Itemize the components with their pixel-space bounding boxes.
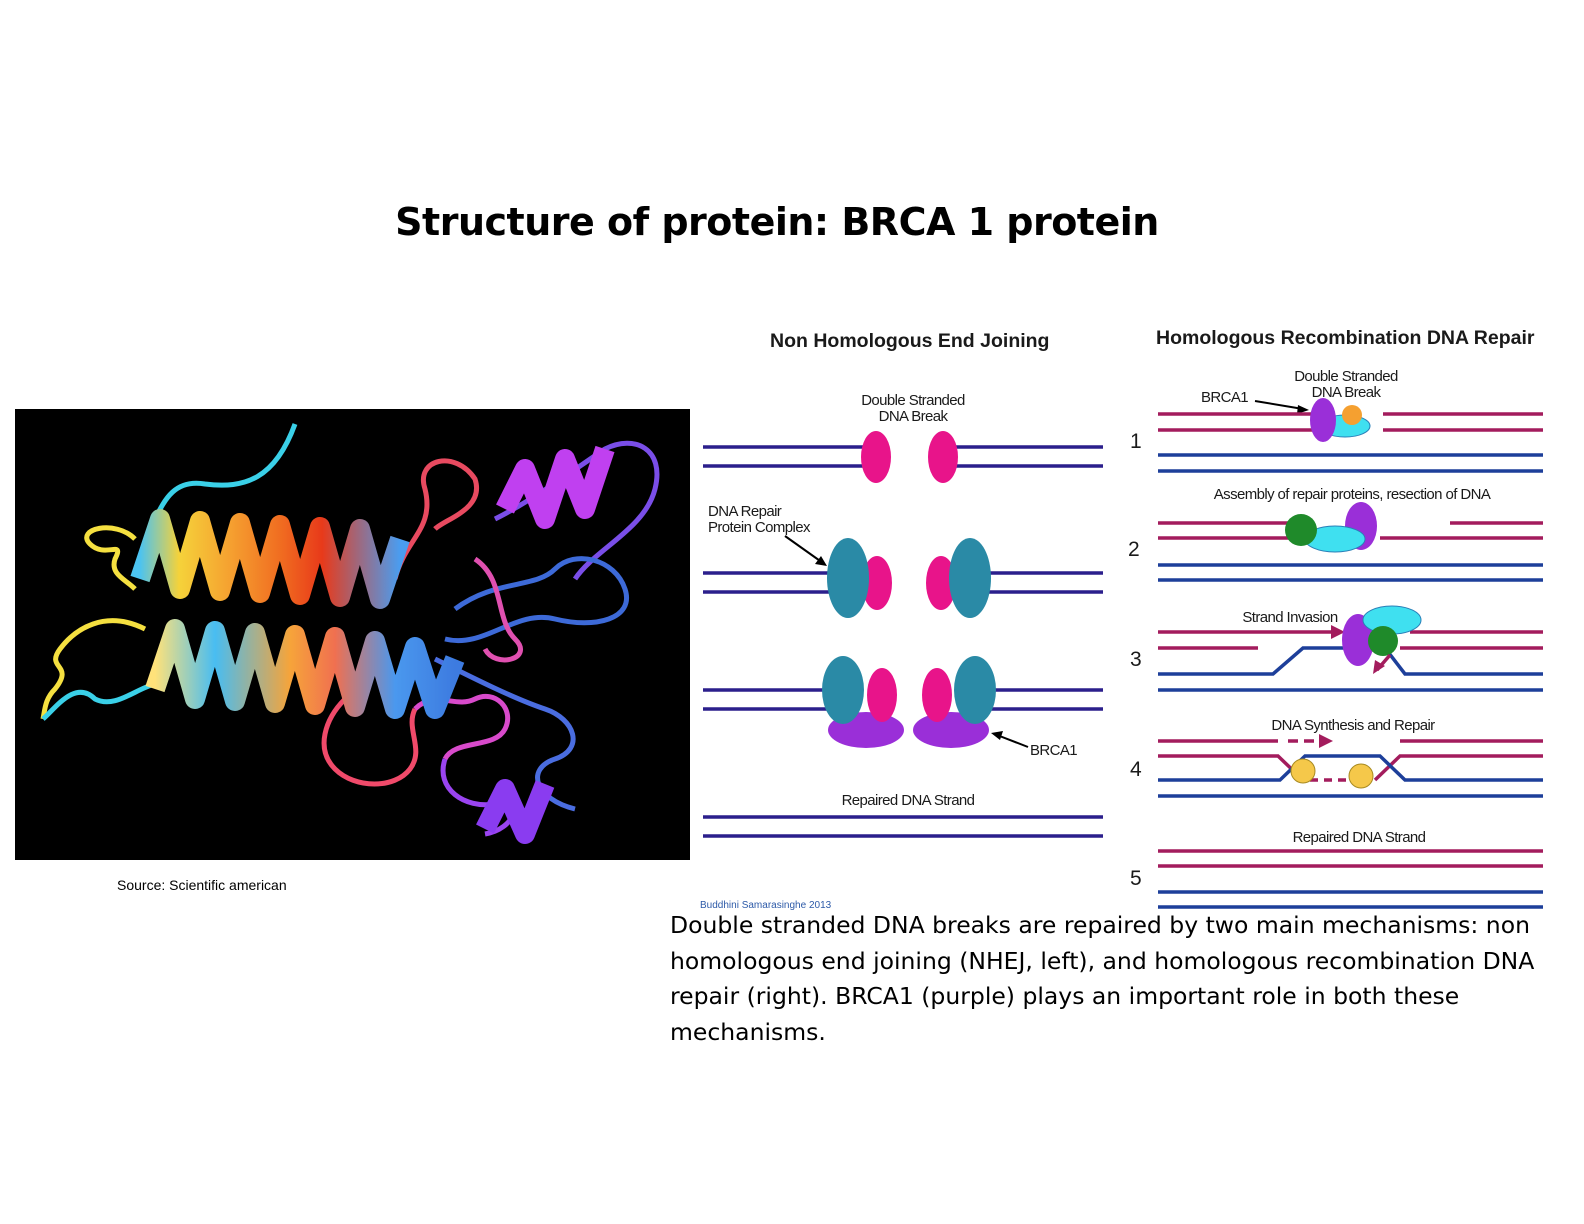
hr-step2-dna — [1158, 502, 1543, 582]
hr-synthesis-label: DNA Synthesis and Repair — [1271, 717, 1435, 734]
nhej-complex-label-1: DNA Repair — [708, 503, 782, 520]
hr-step-3: 3 — [1130, 648, 1142, 671]
hr-break-label-2: DNA Break — [1312, 384, 1382, 401]
nhej-dna-brca1 — [703, 656, 1103, 748]
nhej-dna-repaired — [703, 815, 1103, 838]
hr-step4-dna — [1158, 734, 1543, 798]
hr-step-1: 1 — [1130, 430, 1142, 453]
nhej-dna-complex — [703, 538, 1103, 618]
slide-title: Structure of protein: BRCA 1 protein — [395, 200, 1159, 244]
protein-ribbon-art — [40, 423, 660, 844]
hr-repaired-label: Repaired DNA Strand — [1293, 829, 1426, 846]
protein-structure-image — [15, 409, 690, 860]
hr-step-4: 4 — [1130, 758, 1142, 781]
hr-invasion-label: Strand Invasion — [1242, 609, 1337, 626]
nhej-dna-broken — [703, 431, 1103, 483]
hr-step5-dna — [1158, 849, 1543, 909]
image-source-note: Source: Scientific american — [117, 877, 287, 893]
hr-assembly-label: Assembly of repair proteins, resection o… — [1214, 486, 1491, 503]
caption-text: Double stranded DNA breaks are repaired … — [670, 911, 1535, 1046]
nhej-complex-label-2: Protein Complex — [708, 519, 811, 536]
nhej-brca1-arrow — [996, 734, 1029, 748]
hr-brca1-arrow — [1254, 400, 1304, 410]
nhej-break-label-2: DNA Break — [879, 408, 949, 425]
hr-brca1-label: BRCA1 — [1201, 389, 1248, 406]
nhej-complex-arrow — [784, 535, 824, 564]
dna-repair-diagram: Non Homologous End Joining Double Strand… — [700, 327, 1543, 911]
diagram-credit: Buddhini Samarasinghe 2013 — [700, 900, 832, 911]
nhej-break-label-1: Double Stranded — [861, 392, 965, 409]
hr-step3-dna — [1158, 605, 1543, 692]
hr-step-5: 5 — [1130, 867, 1142, 890]
hr-step-2: 2 — [1128, 538, 1140, 561]
hr-break-label-1: Double Stranded — [1294, 368, 1398, 385]
nhej-heading: Non Homologous End Joining — [770, 330, 1049, 352]
nhej-repaired-label: Repaired DNA Strand — [842, 792, 975, 809]
nhej-brca1-label: BRCA1 — [1030, 742, 1077, 759]
hr-heading: Homologous Recombination DNA Repair — [1156, 327, 1535, 349]
hr-step1-dna — [1158, 398, 1543, 473]
